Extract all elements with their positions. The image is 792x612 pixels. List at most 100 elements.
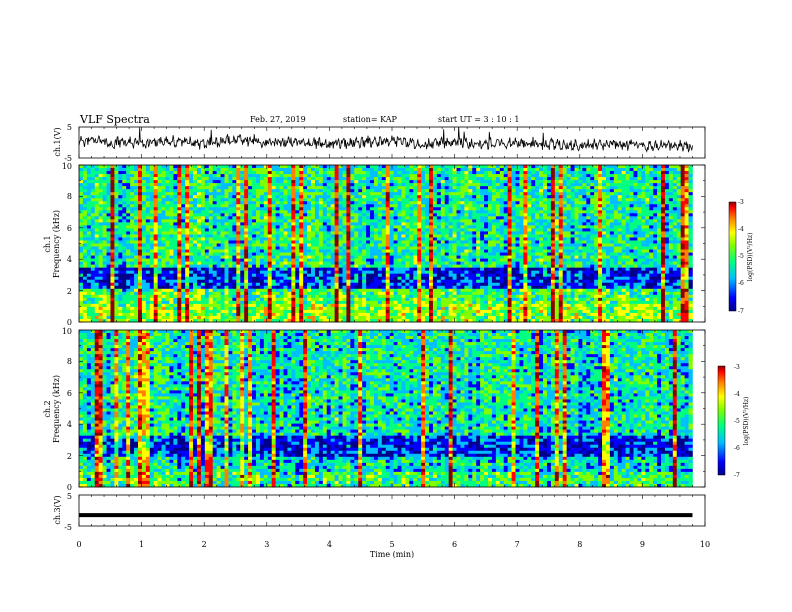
spectrogram-cell — [546, 189, 552, 193]
spectrogram-cell — [668, 171, 674, 175]
spectrogram-cell — [684, 183, 689, 187]
spectrogram-cell — [130, 228, 135, 232]
spectrogram-cell — [303, 228, 308, 232]
spectrogram-cell — [570, 231, 575, 235]
spectrogram-cell — [511, 231, 516, 235]
spectrogram-cell — [204, 168, 210, 172]
spectrogram-cell — [385, 177, 390, 181]
spectrogram-cell — [503, 222, 508, 226]
spectrogram-cell — [401, 180, 406, 184]
spectrogram-cell — [373, 237, 379, 241]
spectrogram-cell — [346, 213, 351, 217]
spectrogram-cell — [263, 171, 269, 175]
spectrogram-cell — [578, 204, 583, 208]
spectrogram-cell — [574, 189, 579, 193]
spectrogram-cell — [661, 234, 666, 238]
spectrogram-cell — [523, 201, 528, 205]
spectrogram-cell — [165, 213, 170, 217]
spectrogram-cell — [440, 216, 446, 220]
spectrogram-cell — [169, 207, 174, 211]
spectrogram-cell — [605, 174, 611, 178]
spectrogram-cell — [668, 210, 674, 214]
spectrogram-cell — [417, 189, 422, 193]
spectrogram-cell — [149, 177, 155, 181]
spectrogram-cell — [594, 252, 599, 256]
spectrogram-cell — [460, 186, 465, 190]
spectrogram-cell — [661, 222, 666, 226]
spectrogram-cell — [255, 258, 261, 262]
spectrogram-cell — [546, 219, 552, 223]
spectrogram-cell — [397, 231, 402, 235]
spectrogram-cell — [255, 231, 261, 235]
spectrogram-cell — [617, 237, 622, 241]
spectrogram-cell — [409, 198, 414, 202]
spectrogram-cell — [558, 174, 563, 178]
spectrogram-cell — [389, 216, 394, 220]
spectrogram-cell — [421, 186, 426, 190]
spectrogram-cell — [314, 195, 320, 199]
spectrogram-cell — [173, 240, 178, 244]
spectrogram-cell — [271, 165, 276, 169]
spectrogram-cell — [594, 249, 599, 253]
spectrogram-cell — [173, 234, 178, 238]
spectrogram-cell — [193, 228, 198, 232]
spectrogram-cell — [409, 186, 414, 190]
spectrogram-cell — [106, 246, 111, 250]
spectrogram-cell — [330, 174, 335, 178]
spectrogram-cell — [259, 213, 265, 217]
spectrogram-cell — [389, 249, 394, 253]
spectrogram-cell — [523, 186, 528, 190]
spectrogram-cell — [370, 219, 375, 223]
spectrogram-cell — [220, 225, 225, 229]
spectrogram-cell — [519, 252, 524, 256]
spectrogram-cell — [582, 210, 587, 214]
spectrogram-cell — [122, 213, 127, 217]
spectrogram-cell — [558, 225, 563, 229]
spectrogram-cell — [263, 225, 269, 229]
spectrogram-cell — [200, 177, 206, 181]
spectrogram-cell — [653, 207, 658, 211]
spectrogram-cell — [90, 222, 96, 226]
spectrogram-cell — [436, 216, 442, 220]
spectrogram-cell — [181, 168, 186, 172]
spectrogram-cell — [645, 237, 650, 241]
spectrogram-cell — [562, 222, 567, 226]
spectrogram-cell — [322, 228, 328, 232]
spectrogram-cell — [527, 180, 532, 184]
spectrogram-cell — [668, 222, 674, 226]
spectrogram-cell — [664, 219, 670, 223]
spectrogram-cell — [185, 240, 190, 244]
spectrogram-cell — [491, 165, 497, 169]
spectrogram-cell — [354, 240, 359, 244]
spectrogram-cell — [417, 207, 422, 211]
spectrogram-cell — [204, 234, 210, 238]
spectrogram-cell — [680, 168, 685, 172]
spectrogram-cell — [582, 177, 587, 181]
spectrogram-cell — [216, 255, 221, 259]
spectrogram-cell — [334, 186, 339, 190]
spectrogram-cell — [110, 183, 115, 187]
spectrogram-cell — [244, 219, 249, 223]
spectrogram-cell — [617, 174, 622, 178]
spectrogram-cell — [141, 189, 147, 193]
spectrogram-cell — [661, 186, 666, 190]
spectrogram-cell — [98, 210, 103, 214]
spectrogram-cell — [322, 210, 328, 214]
spectrogram-cell — [629, 207, 634, 211]
spectrogram-cell — [503, 183, 508, 187]
spectrogram-cell — [307, 180, 312, 184]
spectrogram-cell — [385, 165, 390, 169]
spectrogram-cell — [554, 243, 560, 247]
spectrogram-cell — [539, 255, 544, 259]
spectrogram-cell — [244, 213, 249, 217]
spectrogram-cell — [279, 204, 284, 208]
spectrogram-cell — [452, 189, 457, 193]
spectrogram-cell — [637, 174, 642, 178]
spectrogram-cell — [425, 195, 430, 199]
spectrogram-cell — [177, 177, 182, 181]
spectrogram-cell — [279, 192, 284, 196]
spectrogram-cell — [613, 195, 619, 199]
spectrogram-cell — [102, 198, 107, 202]
spectrogram-cell — [236, 231, 241, 235]
spectrogram-cell — [507, 249, 512, 253]
